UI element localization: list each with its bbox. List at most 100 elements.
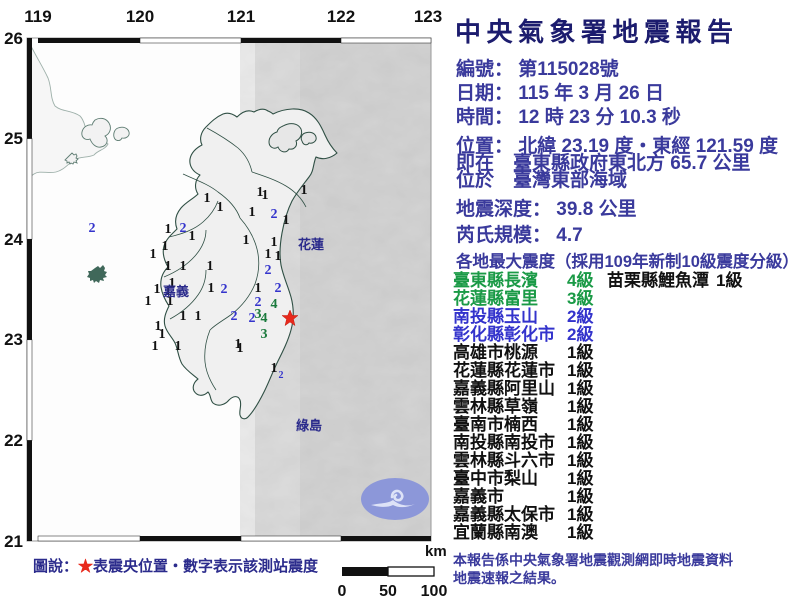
svg-text:嘉義縣太保市: 嘉義縣太保市 [452, 504, 555, 524]
svg-text:1: 1 [165, 259, 172, 274]
svg-text:1: 1 [271, 361, 278, 376]
svg-text:嘉義市: 嘉義市 [452, 486, 504, 506]
svg-text:1級: 1級 [567, 378, 593, 398]
svg-text:高雄市桃源: 高雄市桃源 [453, 342, 538, 362]
svg-text:1級: 1級 [567, 486, 593, 506]
svg-text:地震速報之結果。: 地震速報之結果。 [453, 570, 565, 586]
svg-text:3: 3 [261, 327, 268, 342]
svg-text:22: 22 [4, 431, 23, 450]
svg-text:1: 1 [283, 213, 290, 228]
svg-text:1: 1 [237, 341, 244, 356]
svg-text:122: 122 [327, 7, 355, 26]
svg-text:本報告係中央氣象署地震觀測網即時地震資料: 本報告係中央氣象署地震觀測網即時地震資料 [453, 552, 733, 568]
svg-text:1: 1 [150, 247, 157, 262]
svg-text:1: 1 [195, 309, 202, 324]
svg-text:圖說：★表震央位置・數字表示該測站震度: 圖說：★表震央位置・數字表示該測站震度 [33, 557, 319, 575]
svg-text:1: 1 [189, 229, 196, 244]
svg-text:1: 1 [265, 247, 272, 262]
svg-text:23: 23 [4, 330, 23, 349]
svg-text:1級: 1級 [716, 270, 742, 290]
svg-text:2: 2 [180, 221, 187, 236]
svg-text:1: 1 [243, 233, 250, 248]
svg-text:1: 1 [204, 191, 211, 206]
svg-text:1級: 1級 [567, 396, 593, 416]
svg-text:臺中市梨山: 臺中市梨山 [453, 468, 538, 488]
svg-text:1: 1 [145, 294, 152, 309]
svg-text:宜蘭縣南澳: 宜蘭縣南澳 [453, 522, 539, 542]
svg-text:綠島: 綠島 [296, 418, 322, 433]
svg-text:南投縣玉山: 南投縣玉山 [453, 306, 538, 326]
svg-text:1: 1 [165, 222, 172, 237]
svg-text:編號： 第115028號: 編號： 第115028號 [456, 57, 619, 80]
svg-text:1: 1 [162, 239, 169, 254]
svg-text:1級: 1級 [567, 414, 593, 434]
svg-text:2: 2 [275, 281, 282, 296]
svg-text:1: 1 [249, 205, 256, 220]
svg-text:臺南市楠西: 臺南市楠西 [453, 414, 538, 434]
svg-text:嘉義縣阿里山: 嘉義縣阿里山 [452, 378, 555, 398]
svg-text:2: 2 [265, 263, 272, 278]
svg-text:1級: 1級 [567, 522, 593, 542]
svg-text:2: 2 [89, 221, 96, 236]
svg-text:1級: 1級 [567, 342, 593, 362]
svg-text:1: 1 [275, 249, 282, 264]
svg-text:2: 2 [271, 207, 278, 222]
svg-text:中央氣象署地震報告: 中央氣象署地震報告 [455, 17, 739, 47]
svg-text:121: 121 [227, 7, 255, 26]
svg-text:1: 1 [152, 339, 159, 354]
svg-text:1: 1 [180, 309, 187, 324]
svg-text:花蓮: 花蓮 [298, 237, 324, 252]
svg-text:日期： 115 年 3 月 26 日: 日期： 115 年 3 月 26 日 [456, 81, 664, 104]
svg-text:1級: 1級 [567, 450, 593, 470]
svg-text:臺東縣長濱: 臺東縣長濱 [453, 270, 538, 290]
svg-text:1: 1 [175, 339, 182, 354]
svg-text:雲林縣草嶺: 雲林縣草嶺 [453, 396, 538, 416]
svg-text:1: 1 [208, 281, 215, 296]
svg-text:50: 50 [379, 583, 397, 600]
svg-text:2級: 2級 [567, 306, 593, 326]
svg-text:26: 26 [4, 29, 23, 48]
svg-text:25: 25 [4, 129, 23, 148]
svg-text:彰化縣彰化市: 彰化縣彰化市 [453, 324, 555, 344]
svg-text:100: 100 [421, 583, 448, 600]
svg-text:km: km [425, 543, 447, 560]
svg-text:雲林縣斗六市: 雲林縣斗六市 [453, 450, 555, 470]
svg-text:1: 1 [262, 188, 269, 203]
svg-text:1級: 1級 [567, 432, 593, 452]
svg-text:地震深度： 39.8 公里: 地震深度： 39.8 公里 [456, 197, 637, 220]
svg-text:芮氏規模： 4.7: 芮氏規模： 4.7 [456, 223, 583, 246]
svg-text:1: 1 [154, 282, 161, 297]
svg-text:各地最大震度（採用109年新制10級震度分級）: 各地最大震度（採用109年新制10級震度分級） [455, 251, 799, 271]
svg-text:120: 120 [126, 7, 154, 26]
svg-text:1: 1 [217, 200, 224, 215]
svg-text:4: 4 [261, 311, 268, 326]
svg-text:1: 1 [271, 235, 278, 250]
svg-text:4級: 4級 [567, 270, 593, 290]
svg-text:3級: 3級 [567, 288, 593, 308]
svg-text:2級: 2級 [567, 324, 593, 344]
svg-text:苗栗縣鯉魚潭: 苗栗縣鯉魚潭 [607, 270, 709, 290]
svg-text:2: 2 [221, 282, 228, 297]
svg-text:0: 0 [338, 583, 347, 600]
svg-text:119: 119 [24, 7, 51, 26]
svg-text:嘉義: 嘉義 [162, 284, 189, 299]
svg-text:123: 123 [414, 7, 442, 26]
svg-text:1級: 1級 [567, 360, 593, 380]
svg-text:1: 1 [180, 259, 187, 274]
svg-text:1: 1 [255, 281, 262, 296]
svg-text:1: 1 [207, 259, 214, 274]
svg-text:花蓮縣富里: 花蓮縣富里 [453, 288, 538, 308]
svg-text:21: 21 [4, 532, 23, 551]
svg-text:1: 1 [159, 327, 166, 342]
svg-text:2: 2 [279, 370, 284, 381]
svg-text:花蓮縣花蓮市: 花蓮縣花蓮市 [453, 360, 555, 380]
svg-text:4: 4 [271, 297, 278, 312]
svg-text:位於 臺灣東部海域: 位於 臺灣東部海域 [456, 168, 627, 191]
svg-text:1: 1 [301, 183, 308, 198]
svg-text:2: 2 [231, 309, 238, 324]
svg-text:24: 24 [4, 230, 23, 249]
svg-text:1級: 1級 [567, 468, 593, 488]
svg-text:時間： 12 時 23 分 10.3 秒: 時間： 12 時 23 分 10.3 秒 [456, 105, 681, 128]
svg-text:1級: 1級 [567, 504, 593, 524]
svg-text:南投縣南投市: 南投縣南投市 [453, 432, 555, 452]
